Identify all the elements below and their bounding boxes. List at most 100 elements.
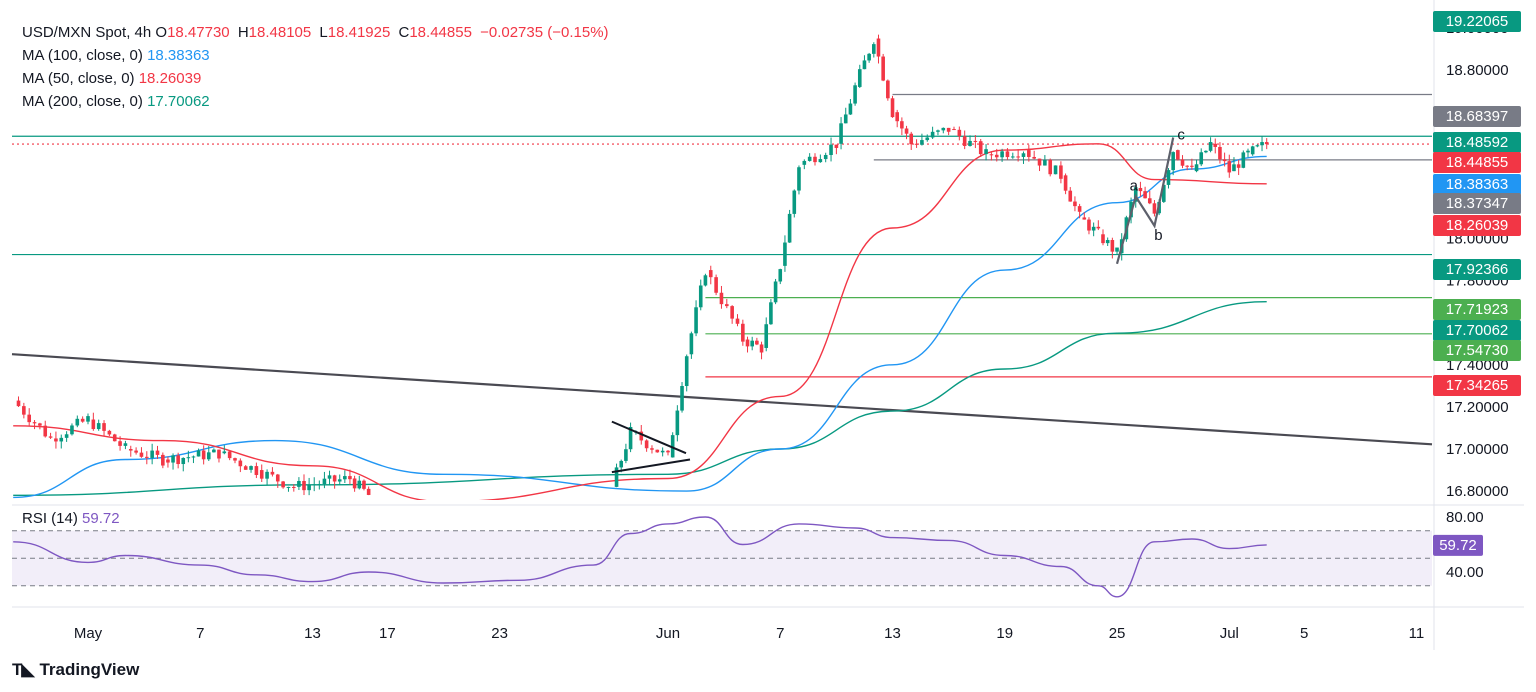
candle-body[interactable] bbox=[307, 484, 311, 491]
candle-body[interactable] bbox=[22, 406, 26, 415]
candle-body[interactable] bbox=[755, 340, 759, 345]
candle-body[interactable] bbox=[807, 156, 812, 161]
candle-body[interactable] bbox=[735, 318, 740, 324]
tradingview-brand[interactable]: T◣ TradingView bbox=[12, 660, 139, 680]
candle-body[interactable] bbox=[802, 160, 807, 165]
candle-body[interactable] bbox=[624, 449, 628, 461]
candle-body[interactable] bbox=[936, 130, 940, 132]
price-badge[interactable] bbox=[1433, 106, 1521, 127]
candle-body[interactable] bbox=[876, 38, 881, 57]
candle-body[interactable] bbox=[946, 127, 951, 132]
candle-body[interactable] bbox=[684, 356, 689, 387]
candle-body[interactable] bbox=[1236, 164, 1241, 168]
candle-body[interactable] bbox=[708, 270, 713, 278]
candle-body[interactable] bbox=[968, 140, 972, 146]
price-badge[interactable] bbox=[1433, 193, 1521, 214]
candle-body[interactable] bbox=[670, 435, 675, 458]
candle-body[interactable] bbox=[904, 128, 909, 134]
ma100-line[interactable] bbox=[13, 155, 1267, 499]
candle-body[interactable] bbox=[823, 154, 828, 160]
candle-body[interactable] bbox=[1048, 159, 1053, 175]
candle-body[interactable] bbox=[614, 467, 619, 487]
candle-body[interactable] bbox=[952, 129, 956, 131]
candle-body[interactable] bbox=[352, 478, 357, 489]
candle-body[interactable] bbox=[286, 486, 291, 488]
candle-body[interactable] bbox=[957, 129, 962, 137]
candle-body[interactable] bbox=[1037, 158, 1042, 166]
candle-body[interactable] bbox=[890, 98, 895, 118]
candle-body[interactable] bbox=[1105, 240, 1110, 244]
candle-body[interactable] bbox=[1218, 146, 1222, 160]
candle-body[interactable] bbox=[357, 480, 362, 489]
price-badge[interactable] bbox=[1433, 132, 1521, 153]
candle-body[interactable] bbox=[1101, 234, 1105, 244]
price-badge[interactable] bbox=[1433, 152, 1521, 173]
candle-body[interactable] bbox=[96, 423, 101, 430]
candle-body[interactable] bbox=[302, 480, 306, 491]
candle-body[interactable] bbox=[797, 167, 801, 191]
candle-body[interactable] bbox=[1162, 184, 1166, 202]
candle-body[interactable] bbox=[962, 136, 967, 146]
triangle-upper-line[interactable] bbox=[611, 420, 687, 455]
candle-body[interactable] bbox=[914, 143, 919, 145]
candle-body[interactable] bbox=[145, 456, 149, 458]
rsi-line[interactable] bbox=[13, 516, 1267, 598]
candle-body[interactable] bbox=[16, 400, 21, 407]
symbol-title[interactable]: USD/MXN Spot, 4h bbox=[22, 24, 152, 41]
candle-body[interactable] bbox=[161, 454, 165, 466]
candle-body[interactable] bbox=[150, 450, 154, 458]
candle-body[interactable] bbox=[978, 141, 983, 155]
candle-body[interactable] bbox=[322, 478, 327, 485]
candle-body[interactable] bbox=[1166, 170, 1171, 185]
candle-body[interactable] bbox=[176, 455, 180, 465]
candle-body[interactable] bbox=[619, 460, 624, 468]
candle-body[interactable] bbox=[925, 137, 930, 141]
candle-body[interactable] bbox=[644, 440, 649, 449]
candle-body[interactable] bbox=[281, 481, 285, 488]
candle-body[interactable] bbox=[730, 306, 734, 319]
candle-body[interactable] bbox=[1063, 175, 1068, 191]
candle-body[interactable] bbox=[792, 190, 797, 214]
candle-body[interactable] bbox=[1204, 150, 1208, 153]
candle-body[interactable] bbox=[1213, 143, 1218, 147]
candle-body[interactable] bbox=[243, 466, 248, 470]
candle-body[interactable] bbox=[80, 418, 85, 422]
candle-body[interactable] bbox=[769, 302, 773, 325]
price-badge[interactable] bbox=[1433, 299, 1521, 320]
candle-body[interactable] bbox=[818, 159, 823, 163]
price-badge[interactable] bbox=[1433, 11, 1521, 32]
candle-body[interactable] bbox=[259, 470, 264, 479]
candle-body[interactable] bbox=[1185, 165, 1189, 167]
candle-body[interactable] bbox=[1016, 156, 1020, 158]
candle-body[interactable] bbox=[238, 460, 243, 467]
candle-body[interactable] bbox=[343, 476, 347, 480]
candle-body[interactable] bbox=[628, 427, 633, 450]
candle-body[interactable] bbox=[867, 53, 871, 61]
candle-body[interactable] bbox=[886, 80, 890, 99]
candle-body[interactable] bbox=[843, 114, 848, 124]
candle-body[interactable] bbox=[1176, 150, 1180, 160]
candle-body[interactable] bbox=[750, 340, 754, 347]
candle-body[interactable] bbox=[297, 480, 301, 487]
candle-body[interactable] bbox=[366, 488, 371, 495]
candle-body[interactable] bbox=[680, 386, 684, 411]
candle-body[interactable] bbox=[725, 304, 729, 307]
candle-body[interactable] bbox=[719, 292, 724, 305]
candle-body[interactable] bbox=[186, 457, 191, 459]
ma50-row[interactable]: MA (50, close, 0) 18.26039 bbox=[22, 67, 609, 90]
candle-body[interactable] bbox=[1147, 198, 1152, 204]
candle-body[interactable] bbox=[1152, 203, 1157, 214]
candle-body[interactable] bbox=[1110, 240, 1115, 252]
candle-body[interactable] bbox=[222, 451, 227, 454]
candle-body[interactable] bbox=[27, 414, 31, 423]
candle-body[interactable] bbox=[134, 450, 138, 453]
candle-body[interactable] bbox=[1232, 164, 1236, 172]
candle-body[interactable] bbox=[196, 450, 201, 457]
candle-body[interactable] bbox=[91, 419, 96, 430]
candle-body[interactable] bbox=[292, 486, 296, 488]
candle-body[interactable] bbox=[54, 438, 58, 442]
candle-body[interactable] bbox=[1068, 190, 1073, 202]
candle-body[interactable] bbox=[155, 450, 160, 455]
candle-body[interactable] bbox=[139, 452, 144, 457]
candle-body[interactable] bbox=[102, 423, 106, 431]
